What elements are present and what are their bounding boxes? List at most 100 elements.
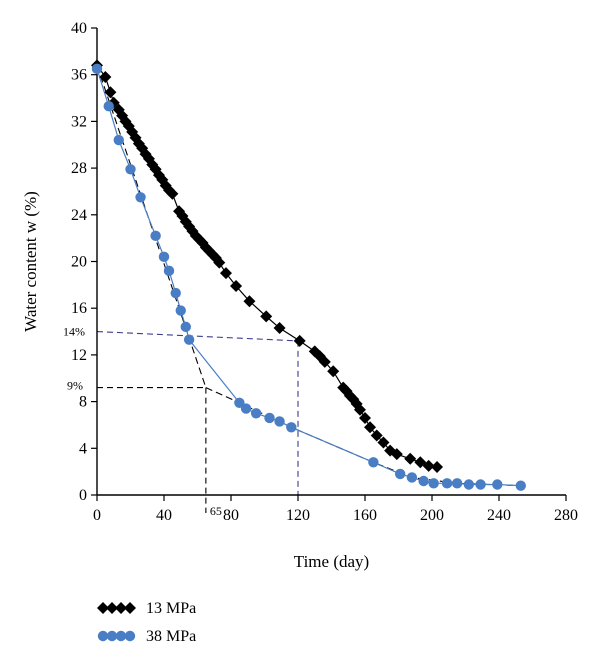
data-point-13mpa — [104, 86, 117, 99]
x-tick-label: 120 — [286, 507, 310, 524]
data-point-13mpa — [327, 365, 340, 378]
data-point-13mpa — [122, 120, 135, 133]
legend-label-38mpa: 38 MPa — [146, 628, 196, 645]
data-point-38mpa — [150, 230, 161, 242]
series-lines — [96, 65, 521, 487]
y-tick-label: 12 — [71, 347, 87, 364]
legend-marker — [124, 602, 136, 614]
data-point-13mpa — [166, 187, 179, 200]
ref-line-14-horizontal — [96, 331, 299, 342]
y-tick-label: 28 — [71, 160, 87, 177]
data-point-13mpa — [293, 334, 306, 347]
data-point-13mpa — [422, 459, 435, 472]
axes — [96, 28, 566, 496]
x-tick-label: 40 — [156, 507, 172, 524]
x-tick-label: 80 — [223, 507, 239, 524]
legend: 13 MPa 38 MPa — [97, 600, 196, 645]
data-point-38mpa — [183, 334, 195, 345]
axis-ticks: 0 40 80 120 160 200 240 280 0 4 8 12 16 20 24 28 32 36 40 — [71, 20, 578, 524]
y-tick-label: 16 — [71, 300, 87, 317]
data-point-38mpa — [428, 478, 439, 489]
x-tick-label: 280 — [554, 507, 578, 524]
series-line-13mpa — [96, 65, 438, 468]
y-tick-label: 32 — [71, 113, 87, 130]
data-point-38mpa — [103, 101, 114, 112]
data-point-13mpa — [119, 115, 132, 128]
data-point-38mpa — [515, 480, 526, 491]
data-point-13mpa — [370, 429, 383, 442]
data-point-38mpa — [406, 472, 418, 483]
data-point-13mpa — [230, 280, 243, 293]
data-point-38mpa — [475, 479, 486, 490]
data-point-38mpa — [91, 63, 103, 75]
legend-marker — [97, 630, 109, 642]
data-point-38mpa — [451, 478, 463, 489]
y-tick-label: 4 — [79, 440, 87, 457]
legend-markers-13mpa — [97, 602, 136, 614]
data-point-38mpa — [170, 287, 181, 299]
x-axis-title: Time (day) — [294, 552, 369, 571]
x-tick-label: 0 — [93, 507, 101, 524]
data-point-38mpa — [463, 479, 475, 490]
data-point-13mpa — [273, 322, 286, 335]
series-points — [91, 59, 526, 491]
legend-marker — [115, 602, 127, 614]
data-point-38mpa — [240, 403, 252, 414]
data-point-13mpa — [377, 436, 390, 449]
x-tick-label: 200 — [420, 507, 444, 524]
x-tick-label: 240 — [487, 507, 511, 524]
data-point-13mpa — [213, 256, 226, 269]
data-point-38mpa — [113, 134, 124, 146]
y-tick-label: 36 — [71, 67, 87, 84]
data-point-38mpa — [286, 422, 297, 433]
data-point-38mpa — [250, 408, 262, 419]
data-point-13mpa — [364, 421, 377, 434]
trend-line — [205, 387, 521, 487]
y-tick-label: 20 — [71, 254, 87, 271]
data-point-13mpa — [404, 452, 417, 465]
data-point-38mpa — [368, 457, 379, 468]
data-point-13mpa — [318, 355, 331, 368]
y-tick-label: 0 — [79, 487, 87, 504]
y-tick-label: 8 — [79, 394, 87, 411]
annotation-14-percent: 14% — [63, 325, 85, 339]
data-point-38mpa — [180, 321, 191, 333]
data-point-38mpa — [264, 412, 275, 424]
data-point-38mpa — [441, 478, 453, 489]
data-point-13mpa — [219, 267, 232, 280]
data-point-13mpa — [353, 403, 366, 416]
data-point-38mpa — [125, 164, 136, 175]
data-point-13mpa — [431, 460, 444, 473]
y-tick-label: 40 — [71, 20, 87, 37]
data-point-13mpa — [359, 411, 371, 424]
data-point-38mpa — [394, 468, 406, 480]
legend-label-13mpa: 13 MPa — [146, 600, 196, 617]
legend-marker — [124, 630, 136, 642]
data-point-13mpa — [243, 295, 256, 308]
data-point-38mpa — [158, 251, 170, 263]
annotation-9-percent: 9% — [67, 379, 83, 393]
y-axis-title: Water content w (%) — [21, 191, 40, 332]
annotations: 14% 9% 65 — [63, 325, 222, 518]
data-point-38mpa — [135, 192, 146, 203]
reference-lines — [96, 331, 299, 513]
y-tick-label: 24 — [71, 207, 87, 224]
legend-marker — [115, 630, 127, 642]
legend-marker — [97, 602, 109, 614]
data-point-38mpa — [274, 416, 285, 427]
data-point-38mpa — [163, 265, 175, 277]
legend-marker — [106, 602, 118, 614]
legend-marker — [106, 630, 118, 642]
data-point-38mpa — [418, 475, 429, 487]
x-tick-label: 160 — [353, 507, 377, 524]
series-line-38mpa — [96, 68, 521, 487]
data-point-38mpa — [234, 397, 245, 408]
data-point-13mpa — [260, 310, 273, 323]
legend-markers-38mpa — [97, 630, 136, 642]
data-point-38mpa — [175, 305, 186, 316]
data-point-13mpa — [99, 71, 112, 84]
data-point-13mpa — [390, 448, 403, 461]
data-point-38mpa — [492, 479, 503, 490]
annotation-65-days: 65 — [210, 504, 222, 518]
